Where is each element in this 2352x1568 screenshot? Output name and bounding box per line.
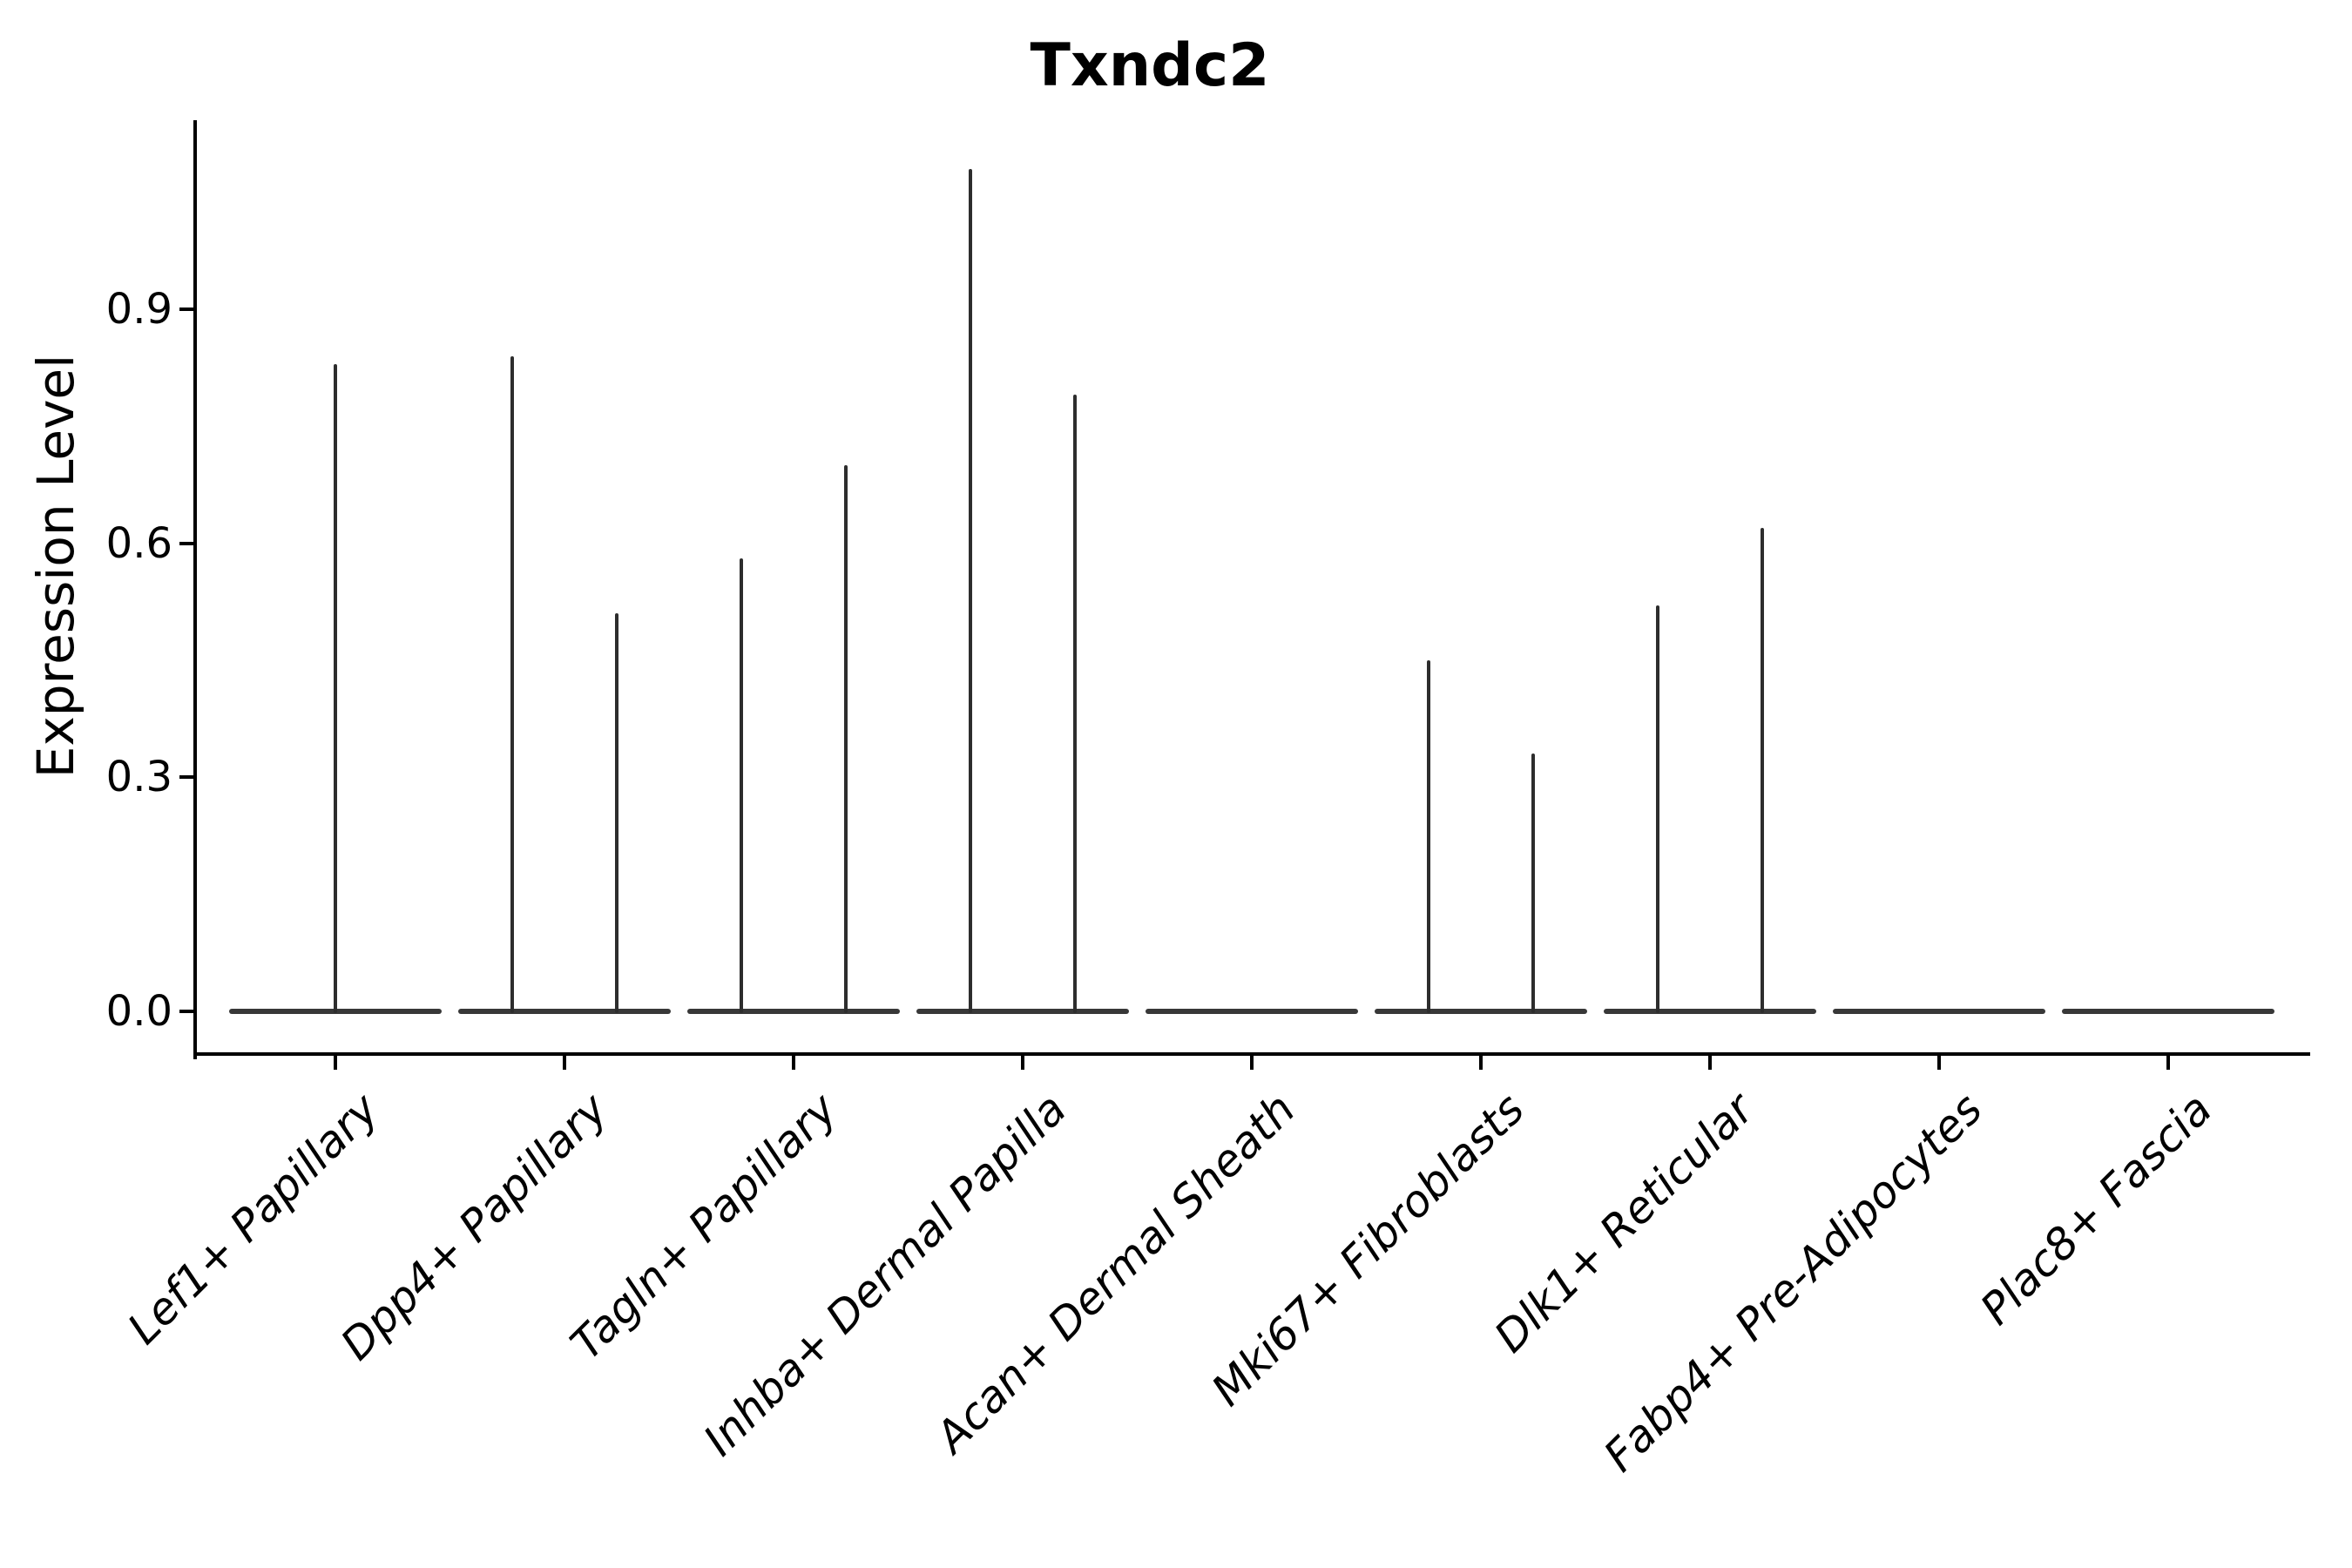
violin-spike [1656,605,1659,1013]
violin-body [1146,1009,1358,1014]
x-tick-label: Fabp4+ Pre-Adipocytes [1594,1084,1993,1482]
violin-body [458,1009,671,1014]
x-tick-mark [792,1056,795,1070]
x-tick-mark [334,1056,337,1070]
violin-spike [844,465,848,1013]
violin-body [1604,1009,1816,1014]
violin-body [916,1009,1129,1014]
violin-body [2062,1009,2274,1014]
y-axis-label: Expression Level [26,354,85,779]
y-tick-label-0.9: 0.9 [105,284,172,334]
y-tick-mark-0.3 [179,775,193,780]
violin-spike [510,355,514,1013]
violin-body [1375,1009,1587,1014]
x-tick-mark [563,1056,566,1070]
violin-spike [740,558,743,1013]
violin-spike [1073,395,1077,1013]
x-axis-line [193,1052,2310,1056]
x-tick-mark [2166,1056,2170,1070]
violin-spike [1427,659,1430,1013]
x-tick-mark [1479,1056,1483,1070]
violin-spike [1531,754,1535,1013]
y-tick-mark-0.6 [179,541,193,545]
violin-spike [1761,527,1764,1013]
y-tick-mark-0.9 [179,307,193,311]
x-tick-label: Inhba+ Dermal Papilla [693,1084,1077,1466]
x-tick-mark [1708,1056,1712,1070]
violin-spike [615,613,618,1013]
violin-spike [969,168,972,1013]
y-tick-label-0.0: 0.0 [105,987,172,1036]
y-axis-line [193,120,197,1059]
y-tick-label-0.6: 0.6 [105,518,172,568]
x-tick-mark [1250,1056,1254,1070]
plot-title: Txndc2 [1030,31,1270,100]
y-tick-mark-0.0 [179,1010,193,1013]
y-tick-label-0.3: 0.3 [105,753,172,802]
x-tick-label: Lef1+ Papillary [118,1084,389,1355]
x-tick-mark [1937,1056,1941,1070]
x-tick-mark [1021,1056,1024,1070]
violin-body [687,1009,900,1014]
violin-spike [334,363,337,1013]
violin-body [1833,1009,2045,1014]
x-tick-label: Plac8+ Fascia [1970,1084,2222,1335]
